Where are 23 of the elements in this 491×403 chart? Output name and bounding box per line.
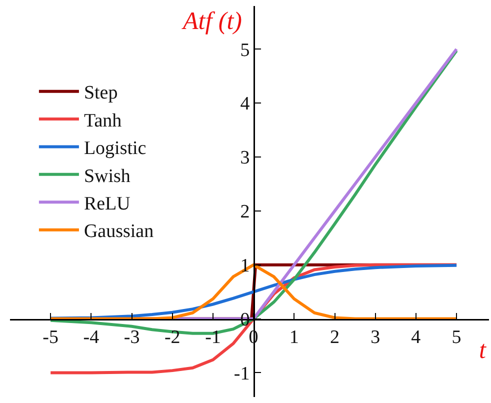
x-tick-label: 3 [370,327,380,348]
y-tick-label: 2 [240,202,250,223]
x-tick-label: 4 [411,327,422,348]
x-axis-title: t [479,337,487,364]
x-tick-label: 5 [452,327,462,348]
legend-label: Swish [84,166,131,187]
legend-label: Logistic [84,138,146,160]
x-tick-label: -4 [83,327,100,348]
y-tick-label: 5 [240,40,250,61]
y-tick-label: 3 [240,148,250,169]
legend-label: Gaussian [84,221,154,242]
y-tick-label: 0 [240,309,250,330]
x-tick-label: -5 [42,327,59,348]
legend-label: Tanh [84,110,122,132]
legend-label: ReLU [84,194,131,215]
y-tick-label: -1 [234,363,250,384]
y-axis-title: Atf (t) [181,8,242,35]
x-tick-label: -3 [124,327,140,348]
x-tick-label: -2 [164,327,180,348]
legend-label: Step [84,82,118,104]
y-tick-label: 4 [240,94,250,115]
x-tick-label: 1 [289,327,299,348]
x-tick-label: 2 [330,327,340,348]
